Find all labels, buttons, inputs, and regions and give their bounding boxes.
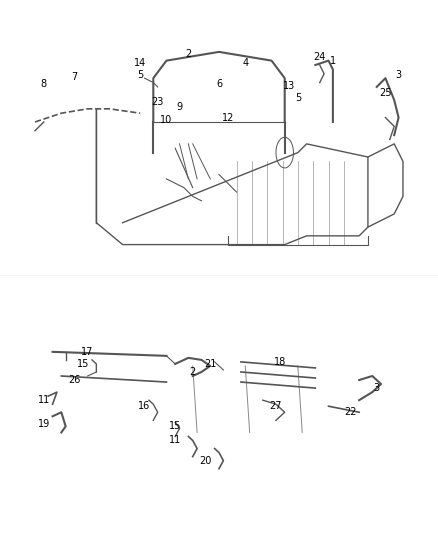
Text: 2: 2 xyxy=(185,50,191,59)
Text: 8: 8 xyxy=(41,79,47,89)
Text: 11: 11 xyxy=(169,435,181,446)
Text: 13: 13 xyxy=(283,81,295,91)
Text: 19: 19 xyxy=(38,419,50,430)
Text: 22: 22 xyxy=(344,407,357,417)
Text: 17: 17 xyxy=(81,347,94,357)
Text: 11: 11 xyxy=(38,395,50,405)
Text: 15: 15 xyxy=(169,422,181,431)
Text: 15: 15 xyxy=(77,359,89,369)
Text: 27: 27 xyxy=(270,401,282,411)
Text: 23: 23 xyxy=(152,97,164,107)
Text: 14: 14 xyxy=(134,59,146,68)
Text: 5: 5 xyxy=(295,93,301,103)
Text: 3: 3 xyxy=(374,383,380,393)
Text: 20: 20 xyxy=(200,456,212,466)
Text: 12: 12 xyxy=(222,113,234,123)
Text: 6: 6 xyxy=(216,79,222,89)
Text: 24: 24 xyxy=(314,52,326,62)
Text: 9: 9 xyxy=(177,102,183,112)
Text: 26: 26 xyxy=(68,375,81,385)
Text: 3: 3 xyxy=(396,70,402,80)
Text: 18: 18 xyxy=(274,357,286,367)
Text: 10: 10 xyxy=(160,115,173,125)
Text: 4: 4 xyxy=(242,59,248,68)
Text: 1: 1 xyxy=(330,56,336,66)
Text: 21: 21 xyxy=(204,359,216,369)
Text: 7: 7 xyxy=(71,72,78,82)
Text: 5: 5 xyxy=(137,70,143,80)
Text: 25: 25 xyxy=(379,88,392,98)
Text: 2: 2 xyxy=(190,367,196,377)
Text: 16: 16 xyxy=(138,401,151,411)
